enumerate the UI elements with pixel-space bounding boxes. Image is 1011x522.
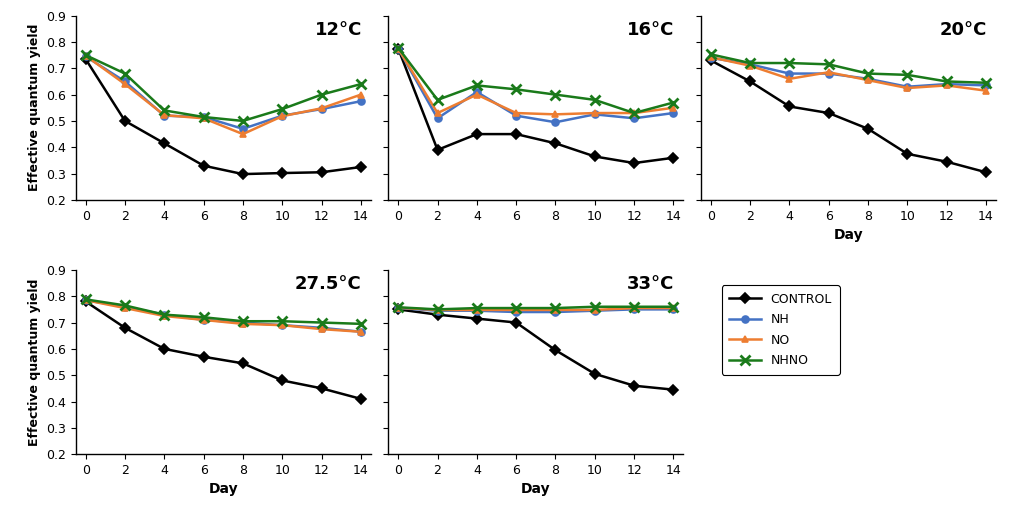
Text: 27.5°C: 27.5°C (295, 276, 362, 293)
Y-axis label: Effective quantum yield: Effective quantum yield (27, 278, 40, 446)
Legend: CONTROL, NH, NO, NHNO: CONTROL, NH, NO, NHNO (722, 286, 839, 375)
X-axis label: Day: Day (834, 228, 863, 242)
X-axis label: Day: Day (521, 482, 551, 496)
Text: 33°C: 33°C (627, 276, 674, 293)
Y-axis label: Effective quantum yield: Effective quantum yield (27, 24, 40, 192)
Text: 16°C: 16°C (627, 21, 674, 39)
X-axis label: Day: Day (208, 482, 238, 496)
Text: 12°C: 12°C (314, 21, 362, 39)
Text: 20°C: 20°C (939, 21, 987, 39)
